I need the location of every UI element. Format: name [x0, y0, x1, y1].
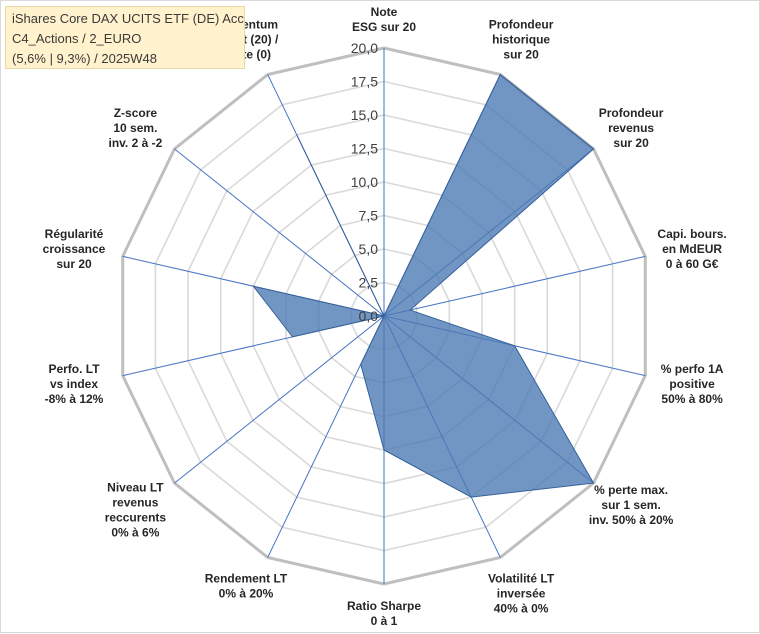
axis-spoke — [174, 148, 385, 317]
axis-label-10: Perfo. LT vs index -8% à 12% — [45, 362, 104, 406]
axis-spoke — [383, 255, 646, 317]
r-tick-label: 7,5 — [359, 208, 379, 224]
r-tick-label: 10,0 — [351, 174, 378, 190]
axis-label-0: Note ESG sur 20 — [352, 5, 416, 34]
axis-label-1: Profondeur historique sur 20 — [489, 18, 554, 62]
r-tick-label: 2,5 — [359, 275, 379, 291]
r-tick-label: 0,0 — [359, 308, 379, 324]
axis-label-3: Capi. bours. en MdEUR 0 à 60 G€ — [657, 227, 726, 271]
chart-title-line-2: C4_Actions / 2_EURO — [12, 31, 142, 46]
chart-title-line-1: iShares Core DAX UCITS ETF (DE) Acc — [12, 11, 244, 26]
axis-label-12: Z-score 10 sem. inv. 2 à -2 — [108, 106, 162, 150]
r-tick-label: 20,0 — [351, 40, 378, 56]
series-area — [252, 73, 595, 498]
axis-spoke — [174, 315, 385, 484]
r-tick-label: 15,0 — [351, 107, 378, 123]
axis-label-5: % perte max. sur 1 sem. inv. 50% à 20% — [589, 483, 674, 527]
chart-title-box: iShares Core DAX UCITS ETF (DE) Acc C4_A… — [5, 6, 245, 69]
r-tick-label: 17,5 — [351, 74, 378, 90]
axis-label-8: Rendement LT 0% à 20% — [205, 571, 288, 600]
axis-label-11: Régularité croissance sur 20 — [43, 227, 106, 271]
r-tick-label: 5,0 — [359, 241, 379, 257]
axis-label-9: Niveau LT revenus reccurents 0% à 6% — [105, 480, 167, 539]
r-tick-label: 12,5 — [351, 141, 378, 157]
axis-label-6: Volatilité LT inversée 40% à 0% — [488, 571, 555, 615]
axis-label-7: Ratio Sharpe 0 à 1 — [347, 599, 421, 628]
axis-label-4: % perfo 1A positive 50% à 80% — [661, 362, 724, 406]
axis-label-2: Profondeur revenus sur 20 — [599, 106, 664, 150]
chart-title-line-3: (5,6% | 9,3%) / 2025W48 — [12, 51, 158, 66]
